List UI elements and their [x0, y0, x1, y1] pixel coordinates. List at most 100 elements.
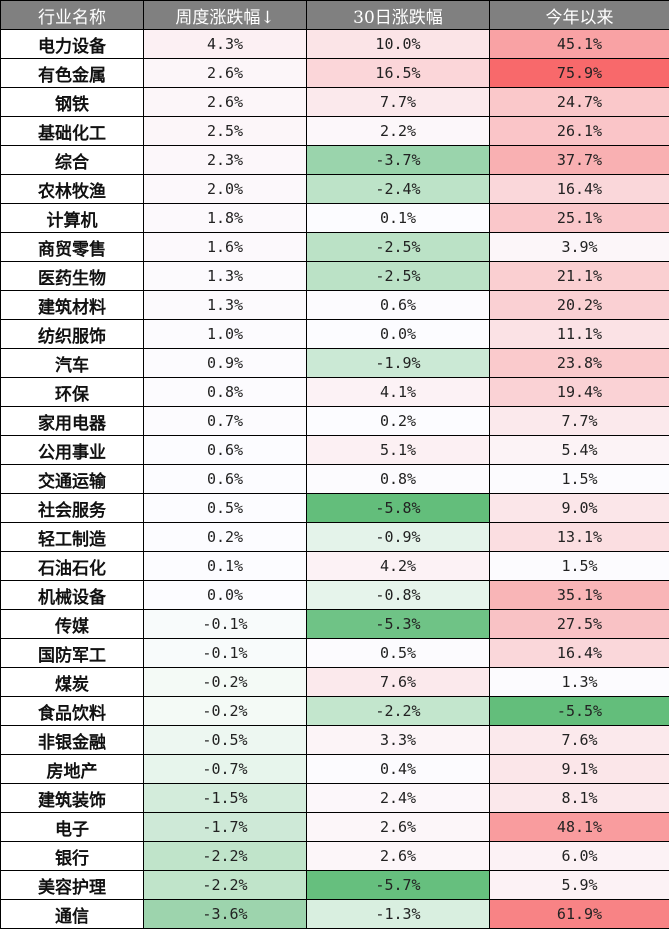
weekly-change-cell: 0.8% — [143, 377, 307, 407]
ytd-change-cell: 6.0% — [489, 841, 669, 871]
30d-change-cell: 0.1% — [306, 203, 490, 233]
table-row: 医药生物 1.3% -2.5% 21.1% — [0, 261, 669, 291]
table-row: 建筑材料 1.3% 0.6% 20.2% — [0, 290, 669, 320]
header-weekly-change[interactable]: 周度涨跌幅↓ — [143, 0, 307, 30]
30d-change-cell: -2.4% — [306, 174, 490, 204]
weekly-change-cell: -0.1% — [143, 609, 307, 639]
industry-name-cell: 轻工制造 — [0, 522, 144, 552]
weekly-change-cell: -2.2% — [143, 841, 307, 871]
industry-name-cell: 机械设备 — [0, 580, 144, 610]
30d-change-cell: 3.3% — [306, 725, 490, 755]
weekly-change-cell: -0.5% — [143, 725, 307, 755]
table-row: 社会服务 0.5% -5.8% 9.0% — [0, 493, 669, 523]
ytd-change-cell: 24.7% — [489, 87, 669, 117]
weekly-change-cell: 2.6% — [143, 87, 307, 117]
industry-name-cell: 纺织服饰 — [0, 319, 144, 349]
header-30d-change[interactable]: 30日涨跌幅 — [306, 0, 490, 30]
ytd-change-cell: 1.5% — [489, 464, 669, 494]
table-row: 电子 -1.7% 2.6% 48.1% — [0, 812, 669, 842]
table-row: 公用事业 0.6% 5.1% 5.4% — [0, 435, 669, 465]
industry-name-cell: 煤炭 — [0, 667, 144, 697]
30d-change-cell: -2.5% — [306, 232, 490, 262]
table-row: 基础化工 2.5% 2.2% 26.1% — [0, 116, 669, 146]
industry-name-cell: 建筑材料 — [0, 290, 144, 320]
industry-name-cell: 公用事业 — [0, 435, 144, 465]
30d-change-cell: -5.7% — [306, 870, 490, 900]
industry-name-cell: 农林牧渔 — [0, 174, 144, 204]
table-row: 有色金属 2.6% 16.5% 75.9% — [0, 58, 669, 88]
industry-name-cell: 有色金属 — [0, 58, 144, 88]
industry-name-cell: 电力设备 — [0, 29, 144, 59]
weekly-change-cell: 0.6% — [143, 464, 307, 494]
ytd-change-cell: 21.1% — [489, 261, 669, 291]
weekly-change-cell: 1.6% — [143, 232, 307, 262]
header-ytd-change[interactable]: 今年以来 — [489, 0, 669, 30]
header-industry[interactable]: 行业名称 — [0, 0, 144, 30]
30d-change-cell: 7.7% — [306, 87, 490, 117]
weekly-change-cell: 0.1% — [143, 551, 307, 581]
weekly-change-cell: -0.2% — [143, 696, 307, 726]
weekly-change-cell: -1.7% — [143, 812, 307, 842]
industry-name-cell: 交通运输 — [0, 464, 144, 494]
30d-change-cell: 2.6% — [306, 841, 490, 871]
ytd-change-cell: 1.3% — [489, 667, 669, 697]
table-row: 商贸零售 1.6% -2.5% 3.9% — [0, 232, 669, 262]
30d-change-cell: 0.0% — [306, 319, 490, 349]
weekly-change-cell: 0.0% — [143, 580, 307, 610]
ytd-change-cell: 5.4% — [489, 435, 669, 465]
30d-change-cell: 10.0% — [306, 29, 490, 59]
table-row: 美容护理 -2.2% -5.7% 5.9% — [0, 870, 669, 900]
weekly-change-cell: 4.3% — [143, 29, 307, 59]
industry-name-cell: 石油石化 — [0, 551, 144, 581]
industry-name-cell: 国防军工 — [0, 638, 144, 668]
table-row: 煤炭 -0.2% 7.6% 1.3% — [0, 667, 669, 697]
table-row: 房地产 -0.7% 0.4% 9.1% — [0, 754, 669, 784]
30d-change-cell: 0.6% — [306, 290, 490, 320]
industry-name-cell: 家用电器 — [0, 406, 144, 436]
30d-change-cell: 7.6% — [306, 667, 490, 697]
table-row: 综合 2.3% -3.7% 37.7% — [0, 145, 669, 175]
ytd-change-cell: 48.1% — [489, 812, 669, 842]
ytd-change-cell: 16.4% — [489, 174, 669, 204]
industry-name-cell: 医药生物 — [0, 261, 144, 291]
30d-change-cell: -0.9% — [306, 522, 490, 552]
weekly-change-cell: 0.5% — [143, 493, 307, 523]
30d-change-cell: 0.8% — [306, 464, 490, 494]
table-row: 纺织服饰 1.0% 0.0% 11.1% — [0, 319, 669, 349]
30d-change-cell: -0.8% — [306, 580, 490, 610]
table-row: 通信 -3.6% -1.3% 61.9% — [0, 899, 669, 929]
30d-change-cell: -5.3% — [306, 609, 490, 639]
weekly-change-cell: 1.0% — [143, 319, 307, 349]
table-row: 非银金融 -0.5% 3.3% 7.6% — [0, 725, 669, 755]
ytd-change-cell: 27.5% — [489, 609, 669, 639]
30d-change-cell: -1.3% — [306, 899, 490, 929]
table-row: 石油石化 0.1% 4.2% 1.5% — [0, 551, 669, 581]
industry-name-cell: 商贸零售 — [0, 232, 144, 262]
table-row: 传媒 -0.1% -5.3% 27.5% — [0, 609, 669, 639]
ytd-change-cell: 35.1% — [489, 580, 669, 610]
ytd-change-cell: 11.1% — [489, 319, 669, 349]
ytd-change-cell: 26.1% — [489, 116, 669, 146]
weekly-change-cell: 1.8% — [143, 203, 307, 233]
30d-change-cell: 16.5% — [306, 58, 490, 88]
ytd-change-cell: 8.1% — [489, 783, 669, 813]
industry-name-cell: 钢铁 — [0, 87, 144, 117]
weekly-change-cell: 1.3% — [143, 290, 307, 320]
industry-name-cell: 通信 — [0, 899, 144, 929]
industry-name-cell: 房地产 — [0, 754, 144, 784]
ytd-change-cell: 75.9% — [489, 58, 669, 88]
weekly-change-cell: 2.3% — [143, 145, 307, 175]
30d-change-cell: 4.2% — [306, 551, 490, 581]
weekly-change-cell: 0.2% — [143, 522, 307, 552]
ytd-change-cell: 61.9% — [489, 899, 669, 929]
30d-change-cell: 5.1% — [306, 435, 490, 465]
ytd-change-cell: 19.4% — [489, 377, 669, 407]
header-row: 行业名称 周度涨跌幅↓ 30日涨跌幅 今年以来 — [0, 0, 669, 30]
industry-name-cell: 银行 — [0, 841, 144, 871]
table-row: 电力设备 4.3% 10.0% 45.1% — [0, 29, 669, 59]
30d-change-cell: -2.2% — [306, 696, 490, 726]
table-row: 钢铁 2.6% 7.7% 24.7% — [0, 87, 669, 117]
ytd-change-cell: 37.7% — [489, 145, 669, 175]
ytd-change-cell: 7.7% — [489, 406, 669, 436]
